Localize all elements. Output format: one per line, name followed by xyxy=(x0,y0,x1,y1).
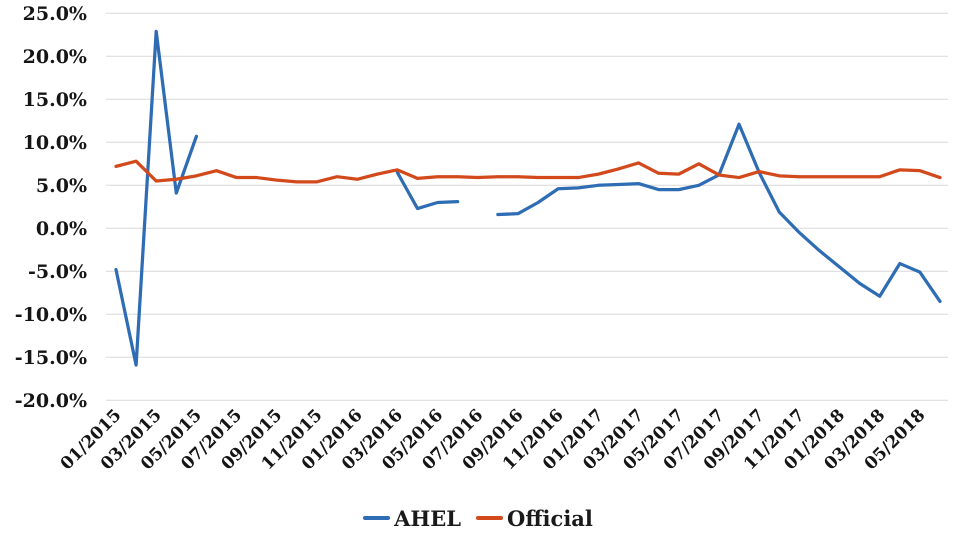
gridlines xyxy=(106,12,948,401)
ahel-line xyxy=(395,170,460,211)
y-tick-label: -15.0% xyxy=(15,347,87,369)
y-tick-label: -10.0% xyxy=(15,304,87,326)
ahel-line xyxy=(496,122,942,304)
y-tick-label: 5.0% xyxy=(36,175,87,197)
legend: AHEL Official xyxy=(0,501,956,535)
legend-label-official: Official xyxy=(507,505,593,531)
ahel-line-swatch xyxy=(363,516,391,520)
y-tick-label: 15.0% xyxy=(23,89,87,111)
y-tick-label: 10.0% xyxy=(23,132,87,154)
x-axis-labels: 01/201503/201505/201507/201509/201511/20… xyxy=(57,405,930,474)
y-axis-labels: 25.0% 20.0% 15.0% 10.0% 5.0% 0.0% -5.0% -10.0% -… xyxy=(15,3,87,412)
legend-item-ahel: AHEL xyxy=(363,506,461,531)
y-tick-label: -20.0% xyxy=(15,390,87,412)
y-tick-label: -5.0% xyxy=(28,261,87,283)
y-tick-label: 20.0% xyxy=(23,46,87,68)
ahel-line xyxy=(114,29,199,367)
data-series xyxy=(114,29,942,367)
legend-item-official: Official xyxy=(476,506,593,531)
official-line-swatch xyxy=(476,516,504,520)
y-tick-label: 25.0% xyxy=(23,3,87,25)
y-tick-label: 0.0% xyxy=(36,218,87,240)
legend-label-ahel: AHEL xyxy=(394,505,462,531)
official-line xyxy=(114,159,942,184)
